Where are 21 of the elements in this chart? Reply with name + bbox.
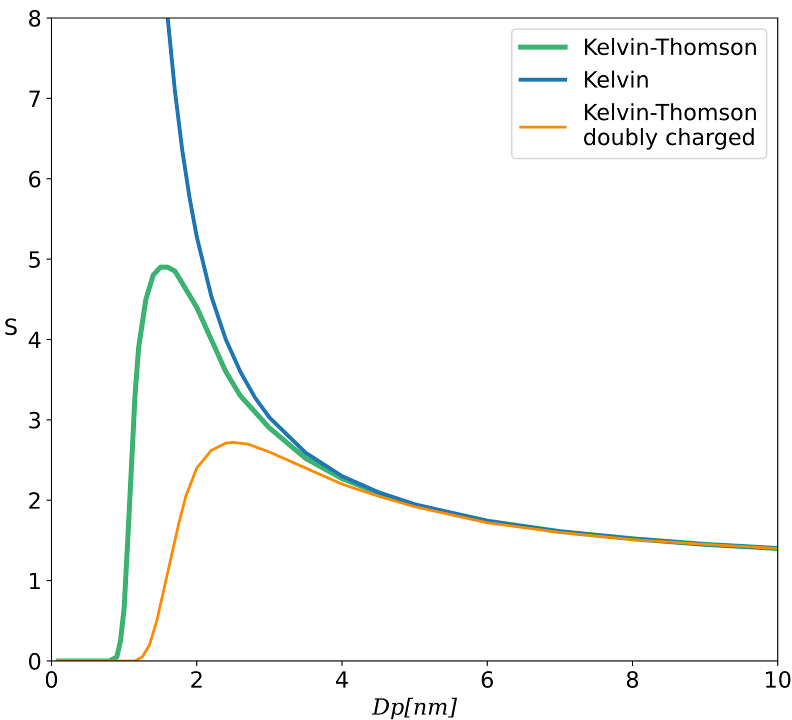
y-tick-label: 1	[30, 572, 40, 590]
x-tick-label: 0	[46, 671, 58, 688]
y-tick-label: 5	[29, 251, 40, 268]
y-tick-label: 3	[29, 412, 40, 429]
y-axis-title: S	[5, 318, 17, 336]
y-tick-label: 6	[29, 170, 40, 188]
y-tick-label: 4	[28, 332, 41, 348]
legend-label: Kelvin-Thomson doubly charged	[584, 103, 756, 150]
x-axis-title: Dp[nm]	[372, 698, 458, 720]
legend-label: Kelvin-Thomson	[585, 38, 756, 56]
x-tick-label: 2	[191, 671, 202, 688]
legend-label: Kelvin	[585, 70, 648, 88]
y-tick-label: 2	[29, 492, 40, 509]
y-tick-label: 8	[29, 10, 40, 27]
x-tick-label: 8	[626, 671, 638, 688]
x-tick-label: 4	[336, 671, 348, 688]
y-tick-label: 0	[29, 652, 40, 670]
line-series	[57, 440, 778, 661]
y-tick-label: 7	[29, 90, 40, 107]
x-tick-label: 10	[766, 671, 790, 688]
x-tick-label: 6	[482, 671, 493, 688]
